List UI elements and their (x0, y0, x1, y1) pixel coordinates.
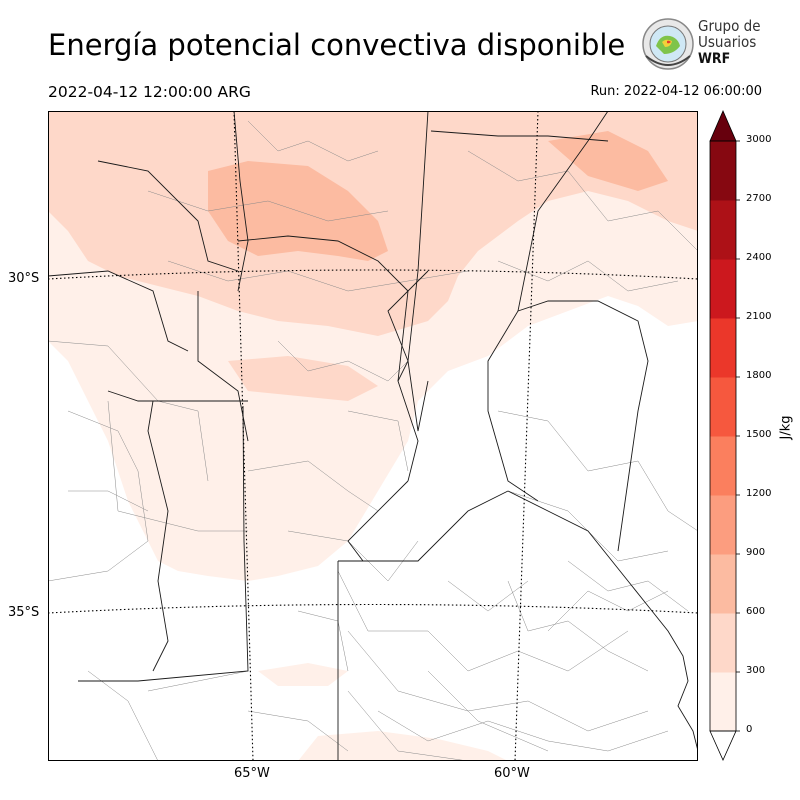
colorbar (709, 110, 740, 761)
department-boundaries (48, 120, 698, 761)
coastline (507, 490, 698, 752)
colorbar-tick-label: 900 (746, 547, 766, 558)
colorbar-tick-label: 3000 (746, 134, 772, 145)
colorbar-tick-label: 2700 (746, 193, 772, 204)
colorbar-tick-label: 2100 (746, 311, 772, 322)
colorbar-segment (710, 613, 736, 673)
logo-line-3: WRF (698, 51, 731, 67)
colorbar-segment (710, 259, 736, 319)
colorbar-segment (710, 554, 736, 614)
colorbar-tick-label: 0 (746, 724, 753, 735)
colorbar-tick-label: 300 (746, 665, 766, 676)
colorbar-tick-label: 1500 (746, 429, 772, 440)
cape-field-300-600-patch (228, 356, 378, 401)
graticule (48, 111, 698, 761)
colorbar-segment (710, 436, 736, 496)
province-boundaries (48, 111, 649, 761)
colorbar-ticks (709, 140, 740, 732)
colorbar-tick-label: 1200 (746, 488, 772, 499)
logo-line-2: Usuarios (698, 33, 757, 51)
globe-logo-icon (642, 18, 694, 70)
grupo-wrf-logo: Grupo de Usuarios WRF (638, 16, 768, 76)
lon-label-65w: 65°W (234, 766, 270, 781)
colorbar-tick-label: 2400 (746, 252, 772, 263)
colorbar-under-triangle (709, 730, 737, 761)
cape-field-0-300-south (258, 663, 348, 686)
cape-field-0-300-bottom (298, 731, 508, 761)
colorbar-segments (710, 141, 736, 732)
colorbar-tick-label: 600 (746, 606, 766, 617)
colorbar-segment (710, 672, 736, 732)
logo-line-1: Grupo de (698, 17, 761, 35)
cape-map (48, 111, 698, 761)
lat-label-30s: 30°S (8, 271, 40, 286)
map-frame (48, 111, 698, 761)
valid-time: 2022-04-12 12:00:00 ARG (48, 83, 251, 101)
colorbar-segment (710, 377, 736, 437)
map-title: Energía potencial convectiva disponible (48, 28, 626, 62)
colorbar-segment (710, 141, 736, 201)
colorbar-segment (710, 318, 736, 378)
colorbar-over-triangle (709, 110, 737, 142)
colorbar-segment (710, 200, 736, 260)
run-time: Run: 2022-04-12 06:00:00 (590, 84, 762, 99)
lon-label-60w: 60°W (494, 766, 530, 781)
colorbar-segment (710, 495, 736, 555)
lat-label-35s: 35°S (8, 605, 40, 620)
colorbar-label: J/kg (778, 415, 794, 440)
colorbar-tick-label: 1800 (746, 370, 772, 381)
cape-field-600-900-ne (548, 131, 668, 191)
